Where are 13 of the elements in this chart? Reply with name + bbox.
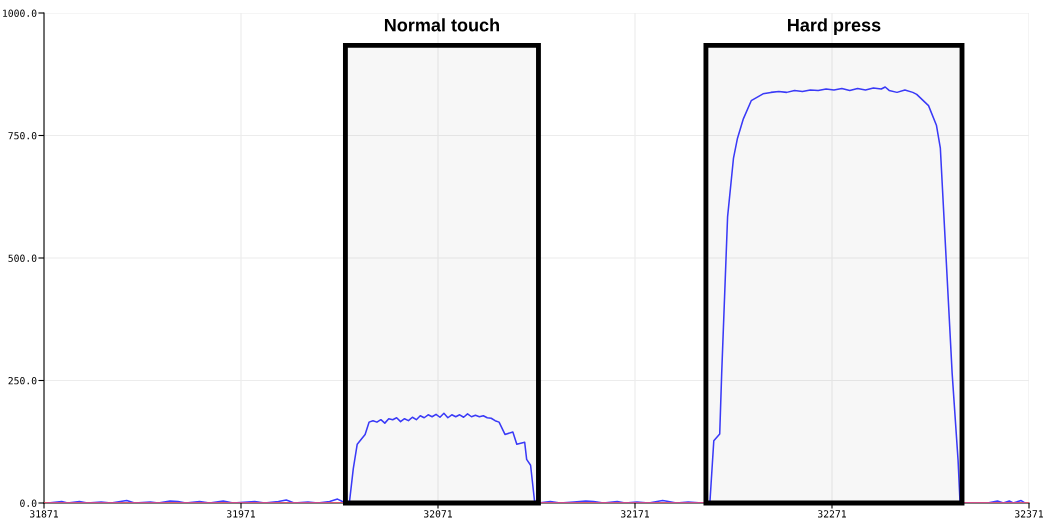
x-tick-label: 31971 — [227, 510, 255, 518]
y-tick-label: 250.0 — [8, 377, 37, 385]
x-tick-label: 31871 — [30, 510, 58, 518]
y-tick-label: 0.0 — [20, 499, 37, 507]
x-tick-label: 32371 — [1015, 510, 1043, 518]
y-tick-label: 500.0 — [8, 254, 37, 262]
x-tick-label: 32271 — [818, 510, 846, 518]
y-tick-label: 1000.0 — [3, 9, 37, 17]
band-label: Hard press — [788, 18, 881, 36]
y-tick-label: 750.0 — [8, 132, 37, 140]
x-tick-label: 32171 — [621, 510, 649, 518]
x-tick-label: 32071 — [424, 510, 452, 518]
band-label: Normal touch — [384, 18, 500, 32]
